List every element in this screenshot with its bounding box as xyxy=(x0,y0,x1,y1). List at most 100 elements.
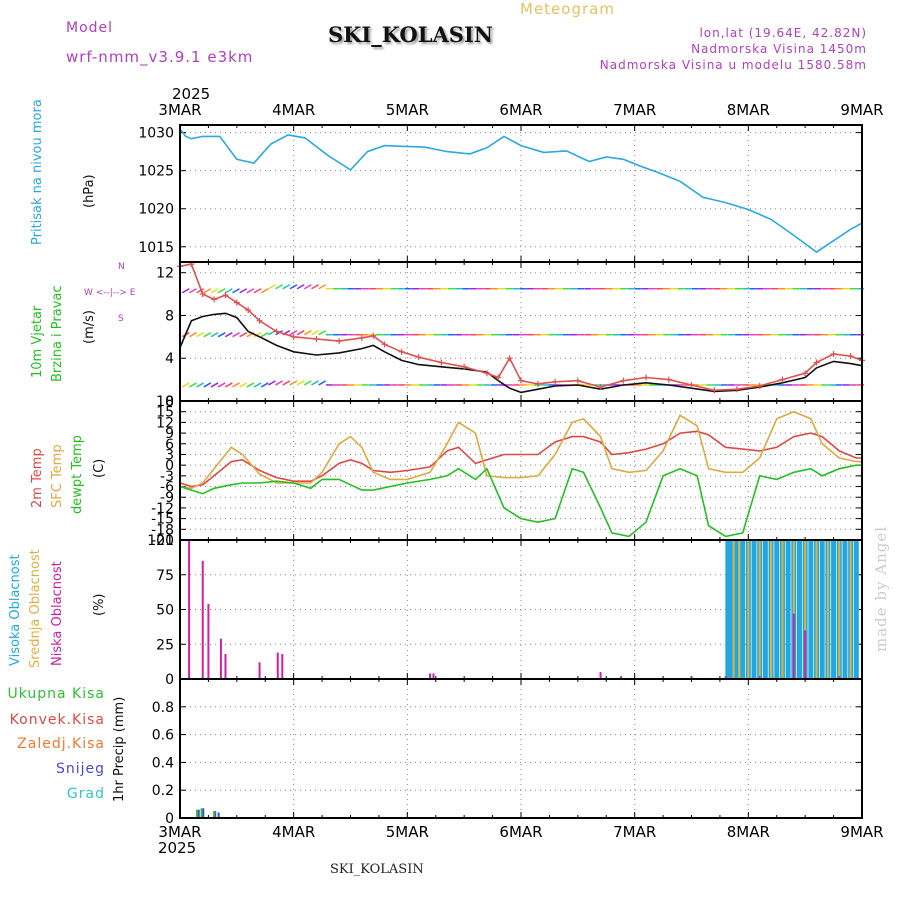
wind-barb xyxy=(210,382,219,388)
bar-visoka-oblacnost xyxy=(808,540,814,679)
model-value: wrf-nmm_v3.9.1 e3km xyxy=(66,48,254,66)
bar-visoka-oblacnost xyxy=(734,540,740,679)
bar-srednja-oblacnost xyxy=(838,540,841,679)
gust-marker xyxy=(552,378,559,385)
x-tick-label-top: 5MAR xyxy=(386,101,429,119)
page-title: SKI_KOLASIN xyxy=(328,22,493,47)
wind-compass-n: N xyxy=(118,262,125,272)
wind-barb xyxy=(203,332,212,338)
wind-barb xyxy=(303,284,312,290)
wind-barb xyxy=(181,288,190,294)
y-tick-label: -15 xyxy=(151,512,174,528)
x-tick-label-top: 8MAR xyxy=(727,101,770,119)
bar-srednja-oblacnost xyxy=(781,540,784,679)
gust-marker xyxy=(756,383,763,390)
series-line-2m-temp xyxy=(179,430,862,488)
bar-niska-oblacnost xyxy=(276,652,279,679)
y-tick-label: 4 xyxy=(165,351,174,367)
gust-marker xyxy=(381,341,388,348)
wind-barb xyxy=(296,284,305,290)
wind-barb xyxy=(189,382,197,388)
y-tick-label: 9 xyxy=(165,426,174,442)
gust-marker xyxy=(802,370,809,377)
y-tick-label: -6 xyxy=(160,480,174,496)
y-tick-label: -3 xyxy=(160,469,174,485)
y-tick-label: 0.4 xyxy=(152,755,174,771)
wind-barb xyxy=(260,332,269,338)
y-tick-label: 18 xyxy=(156,394,174,410)
y-tick-label: 6 xyxy=(165,437,174,453)
wind-barb xyxy=(268,284,276,290)
bar-snijeg xyxy=(217,812,220,818)
y-tick-label: 0 xyxy=(165,458,174,474)
bar-srednja-oblacnost xyxy=(849,540,852,679)
bar-srednja-oblacnost xyxy=(770,540,773,679)
wind-barb xyxy=(260,382,269,388)
year-label-bottom: 2025 xyxy=(158,839,196,857)
bar-srednja-oblacnost xyxy=(747,540,750,679)
wind-barb xyxy=(311,284,319,290)
bar-niska-oblacnost xyxy=(620,676,623,679)
wind-barb xyxy=(246,288,255,294)
bar-niska-oblacnost xyxy=(429,673,432,679)
wind-barb xyxy=(303,380,312,386)
wind-barb xyxy=(311,380,319,386)
y-tick-label: -18 xyxy=(151,522,174,538)
bar-srednja-oblacnost xyxy=(732,540,735,679)
series-line-sfc-temp xyxy=(179,410,862,490)
gust-marker xyxy=(398,348,405,355)
wind-barb xyxy=(189,332,197,338)
x-tick-label-bottom: 9MAR xyxy=(840,823,883,841)
gust-marker xyxy=(199,291,206,298)
gust-marker xyxy=(358,334,365,341)
x-tick-label-bottom: 4MAR xyxy=(272,823,315,841)
wind-barb xyxy=(224,288,233,294)
wind-barb xyxy=(275,284,283,290)
wind-barb xyxy=(181,382,190,388)
x-tick-label-top: 6MAR xyxy=(499,101,542,119)
y-tick-label: 1015 xyxy=(138,240,174,256)
lonlat-label: lon,lat (19.64E, 42.82N) xyxy=(699,26,867,40)
elevation-label: Nadmorska Visina 1450m xyxy=(691,42,867,56)
bar-niska-oblacnost xyxy=(432,673,435,679)
y-tick-label: 15 xyxy=(156,405,174,421)
x-tick-label-bottom: 3MAR xyxy=(158,823,201,841)
gust-marker xyxy=(847,353,854,360)
wind-barb xyxy=(253,332,262,338)
wind-barb xyxy=(289,284,298,290)
wind-barb xyxy=(189,288,197,294)
wind-barb xyxy=(311,330,319,336)
bar-visoka-oblacnost xyxy=(751,540,757,679)
wind-barb xyxy=(196,382,205,388)
bar-srednja-oblacnost xyxy=(826,540,829,679)
gust-marker xyxy=(688,381,695,388)
x-tick-label-top: 9MAR xyxy=(840,101,883,119)
y-tick-label: -12 xyxy=(151,501,174,517)
bar-niska-oblacnost xyxy=(838,676,841,679)
y-tick-label: 0 xyxy=(165,811,174,827)
gust-marker xyxy=(813,359,820,366)
gust-marker xyxy=(574,377,581,384)
wind-barb xyxy=(268,380,276,386)
gust-marker xyxy=(483,370,490,377)
bar-niska-oblacnost xyxy=(690,676,693,679)
x-tick-label-bottom: 7MAR xyxy=(613,823,656,841)
wind-barb xyxy=(239,382,248,388)
wind-barb xyxy=(232,332,240,338)
wind-barb xyxy=(289,380,298,386)
series-line-brzina xyxy=(179,312,863,394)
bar-snijeg xyxy=(197,809,200,818)
bar-niska-oblacnost xyxy=(281,653,284,679)
wind-barb xyxy=(217,332,226,338)
bar-visoka-oblacnost xyxy=(740,540,746,679)
bar-niska-oblacnost xyxy=(758,676,761,679)
year-label-top: 2025 xyxy=(172,85,210,103)
y-tick-label: 1020 xyxy=(138,202,174,218)
precip-legend-conv: Konvek.Kisa xyxy=(9,712,105,728)
gust-marker xyxy=(336,338,343,345)
gust-marker xyxy=(643,374,650,381)
model-elevation-label: Nadmorska Visina u modelu 1580.58m xyxy=(599,58,867,72)
y-tick-label: 1030 xyxy=(138,126,174,142)
bar-visoka-oblacnost xyxy=(725,540,731,679)
